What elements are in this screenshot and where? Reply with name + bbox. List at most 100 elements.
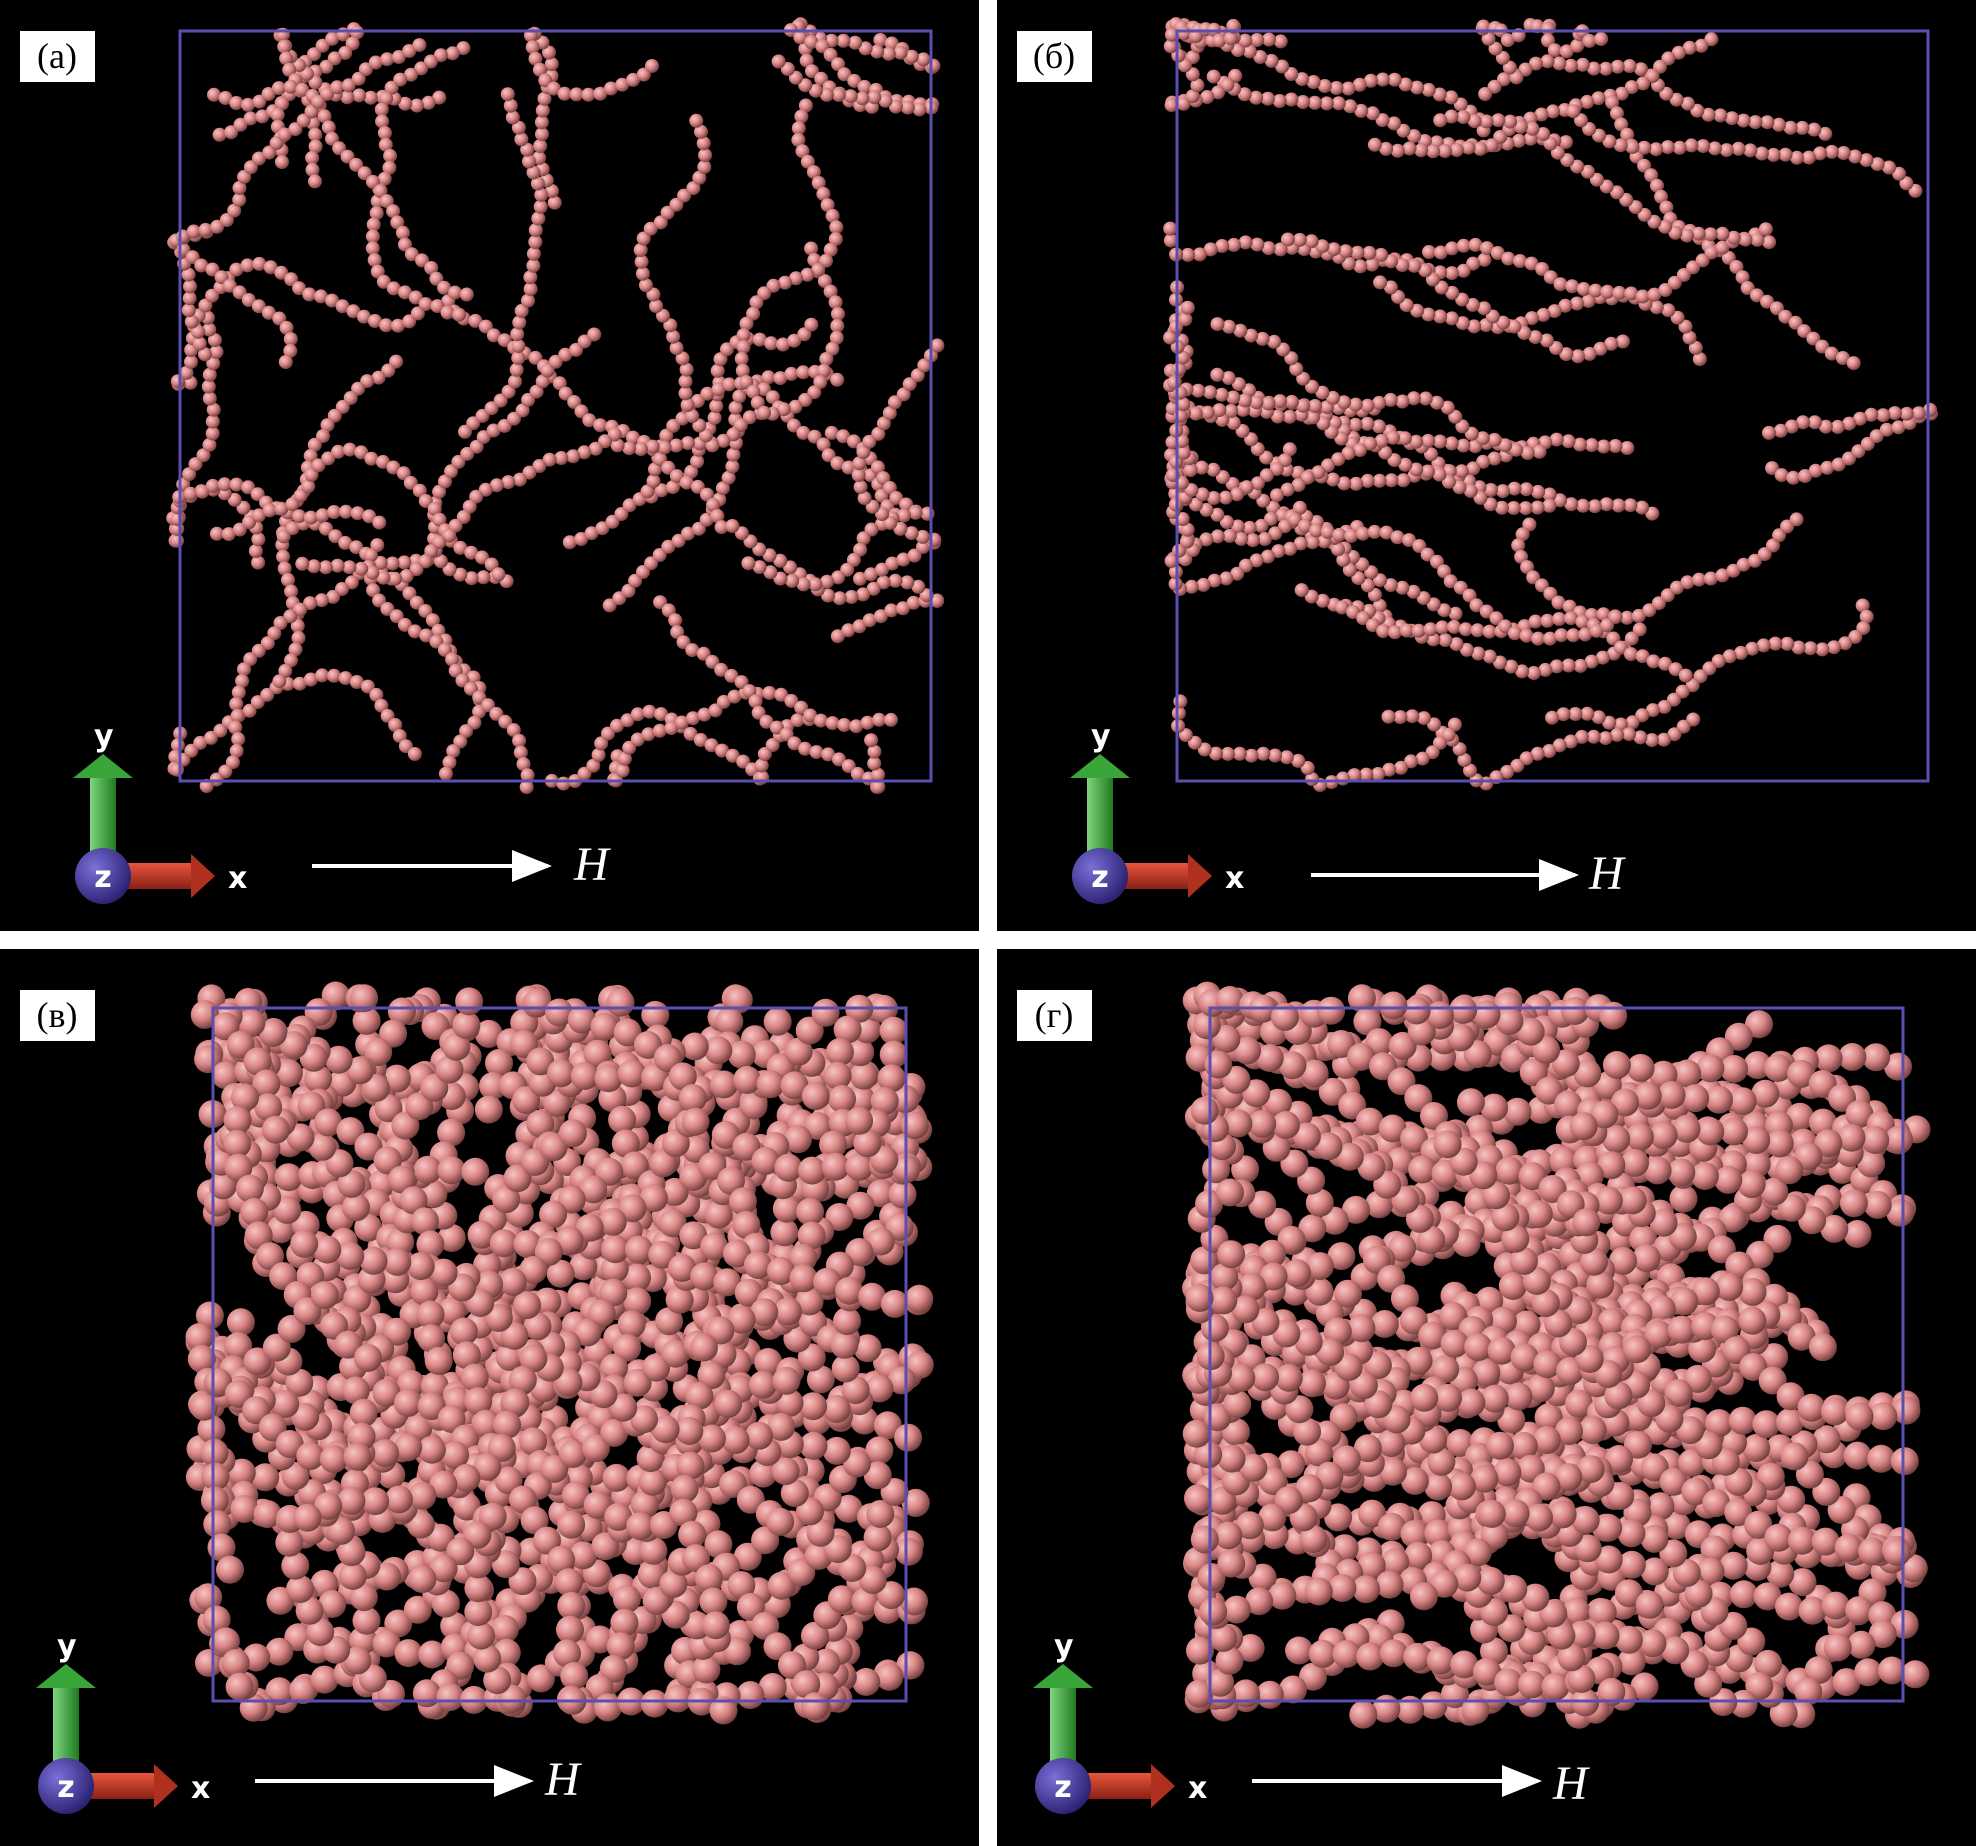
particle [1350,245,1365,260]
particle [468,313,483,328]
particle [251,532,266,547]
particle [1798,469,1813,483]
particle [1250,476,1265,491]
particle [1495,484,1510,499]
particle [617,1059,646,1088]
particle [591,748,606,762]
particle [1220,77,1235,92]
particle [865,1374,894,1403]
particle [771,1457,800,1486]
particle [282,62,297,77]
particle [806,165,821,180]
particle [1726,563,1741,578]
particle [418,1640,447,1669]
particle [1176,445,1191,460]
particle [1360,416,1375,431]
particle [1660,140,1675,155]
particle [1239,480,1254,495]
particle [1249,90,1264,105]
particle [1703,571,1718,586]
particle [873,33,888,47]
particle [432,90,447,105]
particle [1383,392,1398,407]
particle [1568,707,1583,721]
particle [590,1012,619,1041]
particle [1456,238,1471,253]
particle [1808,463,1823,478]
particles [185,981,934,1725]
particle [398,285,412,300]
particle [857,79,872,94]
particle [885,556,900,571]
particle [1347,768,1362,783]
particle [203,1510,232,1539]
particle [666,329,681,344]
particle [511,351,526,365]
particle [501,1388,530,1417]
particle [1230,487,1245,502]
particle [1359,767,1374,782]
particle [825,341,840,356]
particle [365,565,380,580]
particle [728,400,743,415]
particle [1637,140,1652,155]
particle [661,603,676,618]
particle [1394,760,1408,775]
particle [657,440,672,455]
particle [1549,659,1564,674]
particle [1458,622,1473,637]
particle [438,474,452,489]
particle [1532,444,1547,459]
particle [205,478,220,493]
particle [357,166,372,181]
particle [1257,532,1272,546]
particle [1594,32,1609,46]
particle [1647,214,1662,229]
particle [528,235,543,249]
particle [864,733,879,748]
particle [1824,144,1839,159]
particle [850,766,865,781]
particle [558,1119,587,1148]
particle [1488,41,1503,56]
particle [1190,78,1205,93]
particle [819,352,834,366]
particle [325,31,340,46]
particle [930,593,945,608]
particle [1588,283,1603,298]
particle [811,262,826,277]
particle [1180,300,1195,315]
particle [513,1291,541,1320]
particle [319,521,333,536]
particle [1835,351,1850,365]
particle [836,33,851,48]
particle [391,318,405,333]
particle [444,464,459,479]
particle [1481,31,1496,46]
particle [1273,394,1287,409]
particle [1540,613,1555,628]
particle [290,1229,319,1258]
particle [361,1487,390,1516]
particle [681,1107,710,1136]
particle [1490,246,1505,260]
particle [1596,607,1611,622]
particle [620,1151,649,1180]
particle [206,402,221,417]
particle [227,203,242,218]
particle [593,86,608,101]
particle [766,1507,795,1536]
particle [1279,750,1294,765]
particle [1526,666,1541,680]
particle [240,258,255,273]
particle [1514,549,1529,564]
particle [369,206,384,221]
particle [800,154,815,169]
particle [853,571,867,586]
particle [1765,461,1780,476]
particle [1203,385,1217,400]
particle [831,570,846,585]
particle [1197,742,1212,757]
particle [796,425,811,440]
particle [467,1220,496,1249]
